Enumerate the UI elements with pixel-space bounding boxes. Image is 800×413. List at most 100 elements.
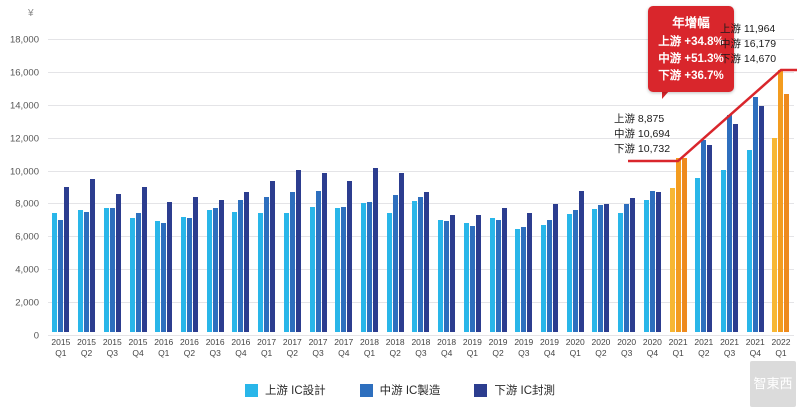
bar-group-2020-q4: 2020 Q4 — [640, 40, 666, 372]
bar-group-2015-q1: 2015 Q1 — [48, 40, 74, 372]
annotation-line: 中游 10,694 — [614, 128, 671, 140]
y-axis-tick-label: 18,000 — [9, 34, 39, 46]
annotation-2022-q1: 上游 11,964 中游 16,179 下游 14,670 — [720, 22, 776, 67]
bar-group-2016-q1: 2016 Q1 — [151, 40, 177, 372]
x-tick-label: 2020 Q1 — [565, 336, 585, 358]
legend-item-upstream: 上游 IC設計 — [244, 382, 326, 398]
bar-group-2018-q1: 2018 Q1 — [357, 40, 383, 372]
legend-label: 上游 IC設計 — [264, 385, 326, 397]
bar-midstream-2021-q3 — [727, 114, 733, 332]
x-tick-label: 2015 Q1 — [51, 336, 71, 358]
y-axis-tick-label: 2,000 — [15, 297, 39, 309]
bar-upstream-2017-q3 — [309, 206, 315, 332]
bar-group-2015-q2: 2015 Q2 — [74, 40, 100, 372]
bar-midstream-2017-q3 — [315, 190, 321, 332]
x-tick-label: 2021 Q2 — [694, 336, 714, 358]
bar-midstream-2016-q3 — [212, 208, 218, 332]
bar-group-2021-q4: 2021 Q4 — [742, 40, 768, 372]
bar-midstream-2015-q1 — [58, 219, 64, 332]
plot-groups: 2015 Q1 2015 Q2 2015 Q3 2015 Q4 2016 Q1 2016 Q2 2016… — [48, 40, 794, 372]
legend-item-midstream: 中游 IC製造 — [359, 382, 440, 398]
x-tick-label: 2020 Q4 — [642, 336, 662, 358]
bar-downstream-2015-q4 — [141, 187, 147, 332]
bar-midstream-2019-q3 — [521, 227, 527, 332]
x-tick-label: 2015 Q4 — [128, 336, 148, 358]
bar-midstream-2019-q4 — [547, 219, 553, 332]
bar-group-2020-q2: 2020 Q2 — [588, 40, 614, 372]
bar-upstream-2018-q4 — [438, 219, 444, 332]
x-tick-label: 2019 Q2 — [488, 336, 508, 358]
x-tick-label: 2020 Q3 — [617, 336, 637, 358]
x-tick-label: 2015 Q2 — [77, 336, 97, 358]
bar-downstream-2020-q3 — [630, 197, 636, 332]
gridline — [48, 104, 794, 106]
bar-midstream-2021-q1 — [675, 158, 681, 332]
bar-downstream-2015-q2 — [90, 179, 96, 332]
bar-upstream-2015-q3 — [103, 207, 109, 332]
bar-group-2019-q4: 2019 Q4 — [537, 40, 563, 372]
legend-swatch-icon — [474, 383, 488, 397]
bar-upstream-2015-q1 — [52, 212, 58, 332]
x-tick-label: 2015 Q3 — [102, 336, 122, 358]
bar-downstream-2016-q4 — [244, 192, 250, 332]
bar-downstream-2016-q1 — [167, 201, 173, 332]
x-tick-label: 2018 Q1 — [360, 336, 379, 358]
bar-upstream-2016-q3 — [206, 210, 212, 332]
bar-midstream-2017-q4 — [341, 206, 347, 332]
bar-midstream-2018-q2 — [392, 194, 398, 332]
bar-group-2015-q4: 2015 Q4 — [125, 40, 151, 372]
bar-downstream-2015-q1 — [64, 187, 70, 332]
bar-downstream-2016-q2 — [192, 197, 198, 332]
legend-label: 下游 IC封測 — [494, 385, 556, 397]
bar-group-2018-q4: 2018 Q4 — [434, 40, 460, 372]
bar-downstream-2017-q3 — [321, 172, 327, 332]
legend-swatch-icon — [244, 383, 258, 397]
bar-upstream-2018-q2 — [386, 213, 392, 332]
bar-upstream-2016-q4 — [232, 211, 238, 332]
y-axis-tick-label: 14,000 — [9, 100, 39, 112]
bar-group-2016-q2: 2016 Q2 — [177, 40, 203, 372]
bar-group-2017-q3: 2017 Q3 — [305, 40, 331, 372]
bar-midstream-2017-q2 — [289, 192, 295, 332]
bar-downstream-2020-q2 — [604, 203, 610, 332]
bar-downstream-2017-q4 — [347, 180, 353, 332]
bar-group-2017-q4: 2017 Q4 — [331, 40, 357, 372]
bar-upstream-2020-q4 — [643, 200, 649, 332]
bar-group-2018-q3: 2018 Q3 — [408, 40, 434, 372]
bar-group-2017-q2: 2017 Q2 — [279, 40, 305, 372]
bar-group-2019-q3: 2019 Q3 — [511, 40, 537, 372]
gridline — [48, 335, 794, 336]
bar-group-2017-q1: 2017 Q1 — [254, 40, 280, 372]
bar-midstream-2020-q4 — [649, 190, 655, 332]
bar-downstream-2022-q1 — [784, 93, 790, 332]
bar-group-2020-q1: 2020 Q1 — [562, 40, 588, 372]
bar-midstream-2016-q1 — [161, 223, 167, 332]
bar-group-2020-q3: 2020 Q3 — [614, 40, 640, 372]
bar-upstream-2017-q2 — [283, 213, 289, 332]
bar-midstream-2016-q4 — [238, 200, 244, 332]
x-tick-label: 2021 Q3 — [720, 336, 739, 358]
bar-downstream-2018-q4 — [450, 214, 456, 332]
bar-upstream-2018-q1 — [360, 202, 366, 332]
x-tick-label: 2022 Q1 — [771, 336, 791, 358]
gridline — [48, 39, 794, 40]
bar-midstream-2020-q2 — [598, 205, 604, 332]
bar-group-2016-q3: 2016 Q3 — [202, 40, 228, 372]
gridline — [48, 170, 794, 172]
y-axis-tick-label: 6,000 — [15, 231, 39, 243]
bar-downstream-2016-q3 — [218, 200, 224, 332]
bar-upstream-2015-q4 — [129, 218, 135, 332]
bar-upstream-2016-q2 — [180, 217, 186, 332]
bar-midstream-2020-q1 — [572, 210, 578, 332]
bar-downstream-2019-q1 — [475, 214, 481, 332]
x-tick-label: 2021 Q4 — [745, 336, 765, 358]
bar-upstream-2019-q3 — [515, 228, 521, 332]
bar-upstream-2015-q2 — [78, 210, 84, 332]
bar-group-2021-q1: 2021 Q1 — [665, 40, 691, 372]
bar-downstream-2021-q1 — [681, 157, 687, 332]
y-axis: 0 2,000 4,000 6,000 8,000 10,000 12,000 14,000 1… — [0, 35, 44, 342]
bar-group-2018-q2: 2018 Q2 — [382, 40, 408, 372]
annotation-line: 下游 +36.7% — [658, 70, 724, 82]
bar-midstream-2019-q2 — [495, 219, 501, 332]
